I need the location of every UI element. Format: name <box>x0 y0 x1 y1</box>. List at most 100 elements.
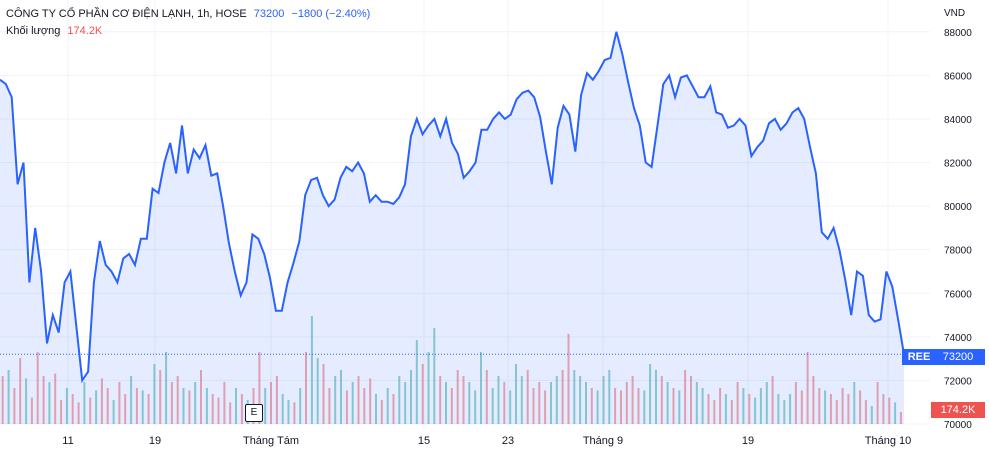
volume-bar <box>275 376 278 424</box>
volume-bar <box>357 376 360 424</box>
volume-bar <box>614 388 617 424</box>
volume-bar <box>118 382 121 424</box>
volume-bar <box>713 400 716 424</box>
volume-bar <box>824 390 827 424</box>
volume-bar <box>205 388 208 424</box>
volume-bar <box>876 382 879 424</box>
volume-bar <box>1 376 4 424</box>
x-tick-label: Tháng Tám <box>243 435 299 447</box>
x-tick-label: 19 <box>742 435 754 447</box>
x-tick-label: Tháng 10 <box>865 435 911 447</box>
volume-bar <box>678 390 681 424</box>
y-axis: 88000 86000 84000 82000 80000 78000 76000 74000… <box>944 28 972 431</box>
volume-bar <box>375 394 377 424</box>
chart-legend: CÔNG TY CỔ PHẦN CƠ ĐIỆN LẠNH, 1h, HOSE 7… <box>6 6 370 40</box>
volume-bar <box>899 412 902 424</box>
volume-bar <box>48 382 51 424</box>
x-tick-label: 23 <box>502 435 514 447</box>
symbol-tag: REE <box>902 349 936 365</box>
volume-bar <box>363 388 366 424</box>
volume-bar <box>95 390 98 424</box>
legend-title: CÔNG TY CỔ PHẦN CƠ ĐIỆN LẠNH, 1h, HOSE <box>6 8 247 20</box>
volume-bar <box>310 316 313 424</box>
y-tick-label: 80000 <box>944 202 972 213</box>
volume-bar <box>83 382 86 424</box>
volume-bar <box>30 397 33 424</box>
volume-bar <box>497 376 500 424</box>
y-tick-label: 82000 <box>944 159 972 170</box>
volume-bar <box>550 382 552 424</box>
volume-bar <box>468 382 471 424</box>
volume-bar <box>555 376 558 424</box>
volume-bar <box>526 370 529 424</box>
volume-bar <box>596 390 599 424</box>
volume-bar <box>351 382 354 424</box>
volume-bar <box>153 364 156 424</box>
x-tick-label: 11 <box>62 435 73 447</box>
legend-volume-value: 174.2K <box>67 25 103 37</box>
volume-bar <box>404 382 407 424</box>
volume-bar <box>894 402 897 424</box>
volume-bar <box>742 388 745 424</box>
volume-bar <box>380 400 383 424</box>
volume-bar <box>229 402 232 424</box>
volume-bar <box>258 352 261 424</box>
volume-bar <box>637 388 640 424</box>
volume-bar <box>421 364 424 424</box>
volume-bar <box>89 397 92 424</box>
volume-bar <box>369 378 372 424</box>
volume-bar <box>800 390 803 424</box>
volume-bar <box>532 388 535 424</box>
volume-bar <box>474 390 477 424</box>
volume-bar <box>270 382 272 424</box>
volume-bar <box>281 394 284 424</box>
volume-bar <box>130 376 133 424</box>
volume-bar <box>287 400 290 424</box>
last-price-tag: 73200 <box>931 349 985 365</box>
volume-bar <box>515 364 517 424</box>
volume-bar <box>579 376 582 424</box>
volume-bar <box>427 352 430 424</box>
volume-bar <box>135 388 138 424</box>
volume-bar <box>147 394 150 424</box>
volume-bar <box>200 370 202 424</box>
volume-bar <box>60 400 63 424</box>
volume-bar <box>345 390 348 424</box>
volume-bar <box>777 394 780 424</box>
volume-bar <box>829 394 832 424</box>
volume-bar <box>625 382 628 424</box>
volume-bar <box>462 376 465 424</box>
volume-bar <box>695 382 698 424</box>
volume-bar <box>112 400 115 424</box>
earnings-event-badge[interactable]: E <box>245 404 263 422</box>
volume-bar <box>806 352 809 424</box>
y-tick-label: 70000 <box>944 420 972 431</box>
volume-bar <box>124 394 127 424</box>
volume-bar <box>520 376 523 424</box>
volume-bar <box>690 376 692 424</box>
volume-bar <box>106 388 109 424</box>
volume-bar <box>211 394 214 424</box>
volume-bar <box>841 388 844 424</box>
y-tick-label: 78000 <box>944 246 972 257</box>
x-tick-label: Tháng 9 <box>583 435 623 447</box>
volume-bar <box>649 364 652 424</box>
volume-bar <box>415 340 418 424</box>
volume-bar <box>754 397 757 424</box>
volume-bar <box>322 364 325 424</box>
volume-bar <box>71 394 74 424</box>
volume-bar <box>870 406 873 424</box>
y-tick-label: 86000 <box>944 71 972 82</box>
volume-bar <box>590 388 593 424</box>
last-volume-tag: 174.2K <box>931 402 985 418</box>
volume-bar <box>36 352 39 424</box>
volume-bar <box>485 370 488 424</box>
volume-bar <box>724 394 727 424</box>
volume-bar <box>573 370 576 424</box>
volume-bar <box>585 382 587 424</box>
price-area <box>0 31 904 425</box>
volume-bar <box>433 328 436 424</box>
volume-bar <box>561 370 564 424</box>
volume-bar <box>223 382 226 424</box>
